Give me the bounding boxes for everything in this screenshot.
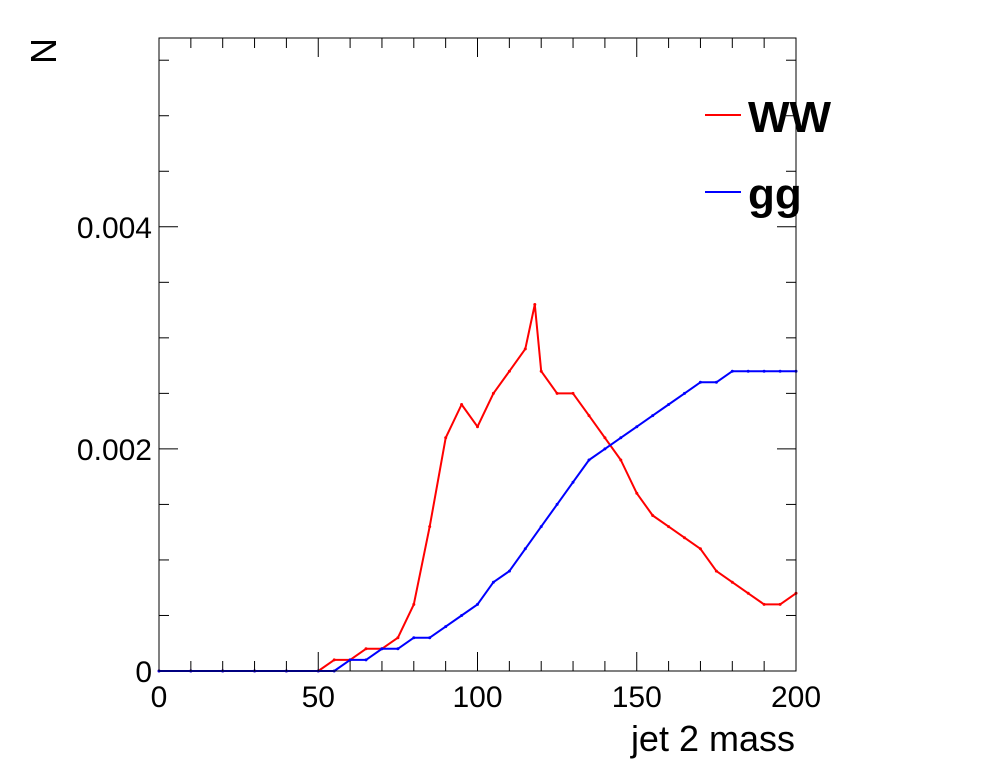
- data-point-ww: [491, 391, 495, 395]
- ticks-layer: [158, 38, 797, 672]
- data-point-ww: [667, 525, 671, 529]
- data-point-ww: [635, 491, 639, 495]
- x-tick-label: 0: [151, 681, 168, 714]
- x-tick-label: 150: [612, 681, 662, 714]
- data-point-ww: [412, 602, 416, 606]
- data-point-gg: [603, 447, 607, 451]
- data-point-gg: [364, 658, 368, 662]
- x-tick-label: 100: [452, 681, 502, 714]
- data-point-ww: [714, 569, 718, 573]
- y-tick-label: 0.002: [77, 434, 152, 467]
- y-axis-title: N: [23, 38, 64, 64]
- data-point-gg: [380, 647, 384, 651]
- data-point-gg: [348, 658, 352, 662]
- data-point-ww: [476, 425, 479, 429]
- data-point-gg: [714, 380, 718, 384]
- data-point-ww: [603, 436, 607, 440]
- data-point-ww: [533, 303, 537, 306]
- data-point-gg: [412, 636, 416, 640]
- data-point-gg: [555, 502, 559, 506]
- data-point-ww: [539, 369, 543, 373]
- data-point-gg: [571, 480, 575, 484]
- data-point-ww: [651, 514, 655, 517]
- data-point-gg: [762, 369, 766, 373]
- data-point-gg: [730, 369, 734, 373]
- data-point-gg: [491, 580, 495, 584]
- data-point-gg: [778, 369, 782, 373]
- data-point-gg: [746, 369, 750, 373]
- data-point-ww: [523, 347, 527, 351]
- data-point-gg: [428, 636, 432, 640]
- data-point-ww: [587, 414, 591, 418]
- data-point-ww: [396, 636, 400, 640]
- data-point-ww: [746, 591, 750, 595]
- data-point-ww: [762, 602, 766, 606]
- y-tick-label: 0: [135, 656, 152, 689]
- data-point-ww: [460, 403, 464, 406]
- data-point-ww: [507, 369, 511, 373]
- data-point-gg: [507, 569, 511, 573]
- data-point-gg: [635, 425, 639, 429]
- legend-label-ww: WW: [748, 93, 832, 142]
- legend-label-gg: gg: [748, 170, 802, 219]
- data-point-ww: [571, 391, 575, 395]
- data-point-gg: [476, 602, 479, 606]
- data-point-gg: [523, 547, 527, 551]
- data-point-gg: [667, 403, 671, 406]
- y-tick-label: 0.004: [77, 212, 152, 245]
- data-point-gg: [444, 625, 448, 629]
- data-point-gg: [683, 391, 686, 395]
- data-point-ww: [428, 525, 432, 529]
- data-point-ww: [332, 658, 336, 662]
- data-point-ww: [683, 536, 686, 540]
- x-tick-label: 50: [302, 681, 335, 714]
- data-point-ww: [444, 436, 448, 440]
- data-point-gg: [587, 458, 591, 462]
- data-point-gg: [619, 436, 623, 440]
- data-point-ww: [698, 547, 702, 551]
- data-point-gg: [460, 614, 464, 617]
- data-point-gg: [539, 525, 543, 529]
- legend: WW gg: [705, 93, 832, 219]
- data-point-ww: [555, 391, 559, 395]
- data-point-gg: [651, 414, 655, 418]
- data-point-ww: [730, 580, 734, 584]
- x-axis-title: jet 2 mass: [630, 718, 795, 759]
- labels-layer: 0 50 100 150 200 0 0.002 0.004: [77, 212, 821, 714]
- data-point-gg: [698, 380, 702, 384]
- data-point-gg: [396, 647, 400, 651]
- x-tick-label: 200: [771, 681, 821, 714]
- data-point-ww: [619, 458, 623, 462]
- data-point-ww: [364, 647, 368, 651]
- data-point-ww: [778, 602, 782, 606]
